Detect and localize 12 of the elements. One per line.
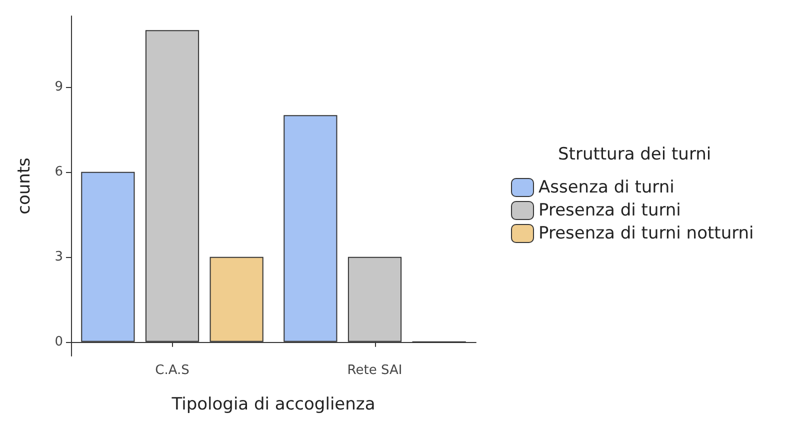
x-tick-label: C.A.S [155,363,190,378]
y-tick-label: 9 [54,79,63,94]
x-axis-title: Tipologia di accoglienza [170,394,376,414]
y-axis-title: counts [14,157,34,214]
x-tick-label: Rete SAI [347,363,402,378]
legend-label: Assenza di turni [538,178,674,198]
legend-title: Struttura dei turni [558,144,712,164]
y-tick-label: 3 [54,249,63,264]
legend-label: Presenza di turni notturni [538,224,754,244]
y-tick-label: 0 [54,334,63,350]
y-tick-label: 6 [54,164,63,180]
legend-label: Presenza di turni [538,200,681,220]
